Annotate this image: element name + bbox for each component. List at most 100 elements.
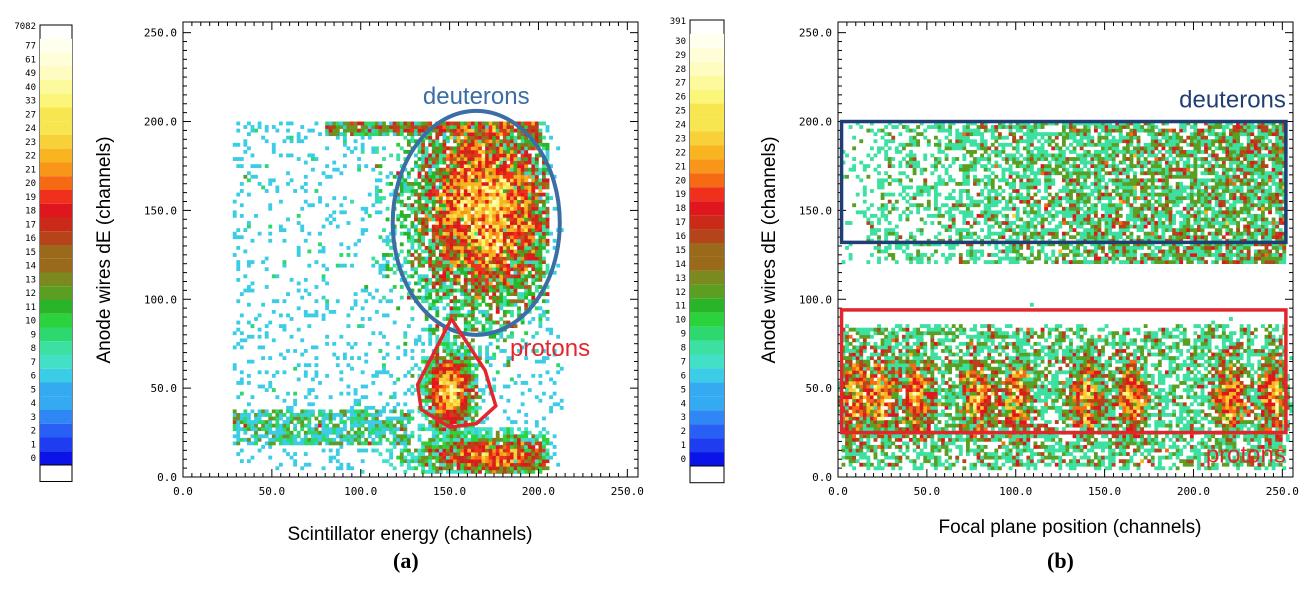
heatmap-cell [517, 299, 521, 304]
heatmap-cell [367, 125, 372, 129]
heatmap-cell [268, 437, 273, 442]
heatmap-cell [453, 132, 458, 137]
heatmap-cell [357, 402, 362, 407]
heatmap-cell [506, 445, 511, 449]
heatmap-cell [257, 345, 262, 350]
heatmap-cell [891, 466, 896, 471]
heatmap-cell [495, 146, 500, 151]
heatmap-cell [257, 313, 262, 318]
heatmap-cell [520, 345, 525, 350]
heatmap-cell [467, 309, 472, 314]
heatmap-cell [859, 445, 864, 449]
heatmap-cell [342, 210, 347, 215]
heatmap-cell [470, 437, 475, 442]
heatmap-cell [866, 409, 871, 414]
heatmap-cell [417, 448, 422, 453]
heatmap-cell [328, 437, 333, 442]
heatmap-cell [517, 235, 521, 240]
colorbar-label: 14 [25, 262, 36, 272]
colorbar-swatch [690, 382, 724, 397]
heatmap-cell [538, 445, 543, 449]
heatmap-cell [446, 228, 450, 233]
heatmap-cell [335, 363, 340, 368]
heatmap-cell [845, 423, 849, 428]
heatmap-cell [243, 437, 248, 442]
heatmap-cell [421, 466, 426, 471]
heatmap-cell [502, 196, 507, 201]
heatmap-cell [538, 462, 543, 467]
heatmap-cell [510, 459, 514, 464]
heatmap-cell [524, 448, 529, 453]
heatmap-cell [410, 206, 415, 211]
heatmap-cell [438, 391, 443, 396]
heatmap-cell [442, 462, 447, 467]
heatmap-cell [364, 132, 369, 137]
heatmap-cell [485, 260, 489, 265]
heatmap-cell [446, 366, 450, 371]
heatmap-cell [250, 281, 255, 286]
heatmap-cell [517, 306, 521, 311]
heatmap-cell [286, 128, 290, 133]
heatmap-cell [367, 405, 372, 410]
heatmap-cell [296, 281, 301, 286]
heatmap-cell [378, 370, 383, 375]
heatmap-cell [250, 324, 255, 328]
heatmap-cell [406, 231, 411, 236]
heatmap-cell [389, 395, 394, 400]
heatmap-cell [527, 160, 532, 165]
heatmap-cell [446, 334, 450, 339]
heatmap-cell [470, 270, 475, 275]
heatmap-cell [382, 356, 386, 360]
heatmap-cell [481, 149, 486, 154]
heatmap-cell [456, 256, 461, 261]
colorbar-label: 40 [25, 83, 36, 93]
heatmap-cell [873, 381, 878, 385]
heatmap-cell [527, 189, 532, 193]
colorbar-label: 16 [675, 232, 686, 242]
heatmap-cell [406, 409, 411, 414]
heatmap-cell [488, 263, 493, 268]
heatmap-cell [442, 306, 447, 311]
heatmap-cell [431, 373, 436, 378]
heatmap-cell [371, 430, 376, 435]
heatmap-cell [873, 395, 878, 400]
heatmap-cell [438, 445, 443, 449]
heatmap-cell [517, 256, 521, 261]
heatmap-cell [442, 277, 447, 282]
heatmap-cell [502, 430, 507, 435]
heatmap-cell [495, 370, 500, 375]
heatmap-cell [862, 441, 867, 446]
heatmap-cell [488, 149, 493, 154]
heatmap-cell [428, 288, 433, 293]
heatmap-cell [481, 466, 486, 471]
heatmap-cell [488, 167, 493, 172]
heatmap-cell [360, 128, 365, 133]
heatmap-cell [314, 121, 319, 126]
heatmap-cell [417, 288, 422, 293]
heatmap-cell [488, 249, 493, 254]
heatmap-cell [877, 356, 881, 360]
heatmap-cell [435, 455, 440, 460]
heatmap-cell [463, 455, 468, 460]
heatmap-cell [474, 206, 479, 211]
heatmap-cell [403, 178, 408, 183]
heatmap-cell [282, 260, 287, 265]
heatmap-cell [428, 462, 433, 467]
heatmap-cell [470, 288, 475, 293]
heatmap-cell [246, 437, 251, 442]
heatmap-cell [428, 427, 433, 432]
heatmap-cell [534, 132, 539, 137]
heatmap-cell [399, 295, 404, 300]
heatmap-cell [382, 121, 386, 126]
heatmap-cell [310, 153, 315, 158]
heatmap-cell [492, 149, 497, 154]
heatmap-cell [845, 334, 849, 339]
heatmap-cell [399, 423, 404, 428]
heatmap-cell [392, 427, 397, 432]
heatmap-cell [542, 238, 546, 243]
heatmap-cell [396, 199, 401, 204]
heatmap-cell [417, 455, 422, 460]
heatmap-cell [852, 391, 857, 396]
heatmap-cell [460, 452, 465, 456]
heatmap-cell [456, 370, 461, 375]
